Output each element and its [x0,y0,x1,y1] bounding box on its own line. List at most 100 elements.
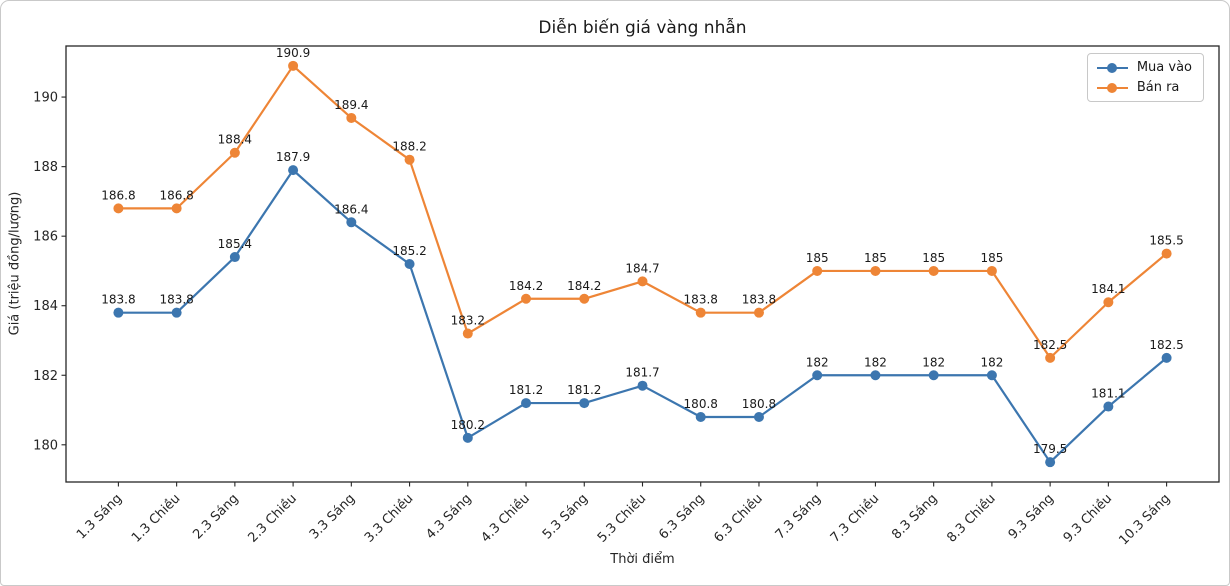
data-point-marker [753,307,764,318]
data-point-label: 185 [864,251,887,265]
x-tick-label: 8.3 Sáng [889,491,940,542]
x-tick-label: 7.3 Chiều [828,491,882,545]
data-point-marker [346,112,357,123]
data-point-label: 184.1 [1091,282,1125,296]
data-point-marker [346,217,357,228]
x-tick-label: 4.3 Sáng [423,491,474,542]
legend-line-marker-icon [1096,82,1128,93]
x-tick-label: 3.3 Chiều [362,491,416,545]
x-tick-label: 5.3 Sáng [540,491,591,542]
legend-label: Bán ra [1136,80,1180,95]
data-point-label: 187.9 [276,150,310,164]
data-point-label: 186.8 [159,188,193,202]
data-point-marker [404,259,415,269]
x-tick-label: 2.3 Chiều [245,491,299,545]
data-point-marker [579,293,590,304]
data-point-marker [462,432,473,443]
x-tick-label: 6.3 Sáng [656,491,707,542]
data-point-marker [928,265,939,276]
data-point-label: 183.8 [101,293,135,307]
data-point-marker [812,370,823,381]
data-point-marker [113,203,124,214]
data-point-marker [288,165,299,176]
y-tick-label: 180 [33,438,58,453]
x-tick-label: 8.3 Chiều [944,491,998,545]
data-point-marker [404,154,415,165]
data-point-marker [229,252,240,263]
y-tick-label: 188 [33,160,58,175]
x-tick-label: 9.3 Sáng [1006,491,1057,542]
legend-line-marker-icon [1096,62,1128,73]
data-point-label: 180.8 [742,397,776,411]
x-tick-label: 1.3 Chiều [129,491,183,545]
data-point-label: 185.5 [1149,234,1183,248]
data-point-label: 183.8 [159,293,193,307]
data-point-label: 184.7 [625,261,659,275]
data-point-marker [1103,401,1114,412]
data-point-label: 181.1 [1091,387,1125,401]
x-axis-title: Thời điểm [610,552,675,567]
x-tick-label: 10.3 Sáng [1116,491,1173,548]
x-tick-label: 1.3 Sáng [74,491,125,542]
data-point-marker [462,328,473,339]
data-point-marker [171,307,182,318]
legend: Mua vào Bán ra [1086,53,1204,102]
data-point-marker [812,265,823,276]
data-point-marker [579,398,590,409]
data-point-label: 181.7 [625,366,659,380]
data-point-label: 185 [806,251,829,265]
data-point-marker [1045,352,1056,363]
data-point-marker [870,370,881,381]
data-point-label: 180.8 [684,397,718,411]
y-tick-label: 190 [33,91,58,106]
legend-item-ban-ra: Bán ra [1096,80,1192,95]
data-point-marker [1103,297,1114,308]
data-point-label: 181.2 [567,383,601,397]
data-point-marker [986,265,997,276]
data-point-label: 183.2 [451,314,485,328]
data-point-marker [521,293,532,304]
data-point-marker [521,398,532,409]
data-point-marker [1161,248,1172,259]
series-line-Bán ra [118,64,1168,359]
data-point-marker [229,147,240,158]
data-point-marker [113,307,124,318]
data-point-label: 183.8 [742,293,776,307]
data-point-label: 182 [806,355,829,369]
data-point-label: 182.5 [1033,338,1067,352]
x-tick-label: 2.3 Sáng [190,491,241,542]
data-point-marker [870,265,881,276]
data-point-marker [986,370,997,381]
data-point-label: 182.5 [1149,338,1183,352]
data-point-label: 181.2 [509,383,543,397]
x-tick-label: 7.3 Sáng [773,491,824,542]
x-tick-label: 5.3 Chiều [595,491,649,545]
data-point-label: 190.9 [276,46,310,60]
data-point-label: 189.4 [334,98,368,112]
data-point-label: 182 [980,355,1003,369]
x-tick-label: 4.3 Chiều [478,491,532,545]
data-point-marker [288,60,299,71]
y-tick-label: 184 [33,299,58,314]
data-point-label: 184.2 [567,279,601,293]
data-point-label: 188.4 [218,133,252,147]
data-point-label: 179.5 [1033,442,1067,456]
data-point-label: 182 [922,355,945,369]
x-tick-label: 3.3 Sáng [307,491,358,542]
data-point-marker [1045,457,1056,468]
data-point-marker [637,276,648,287]
data-point-marker [171,203,182,214]
chart-title: Diễn biến giá vàng nhẫn [538,18,747,38]
y-axis-title: Giá (triệu đồng/lượng) [7,191,23,336]
series-line-Mua vào [118,169,1168,464]
y-tick-label: 182 [33,369,58,384]
data-point-label: 186.8 [101,188,135,202]
data-point-label: 182 [864,355,887,369]
x-tick-label: 6.3 Chiều [711,491,765,545]
y-tick-label: 186 [33,230,58,245]
data-point-marker [928,370,939,381]
data-point-label: 183.8 [684,293,718,307]
data-point-label: 185.4 [218,237,252,251]
data-point-label: 184.2 [509,279,543,293]
